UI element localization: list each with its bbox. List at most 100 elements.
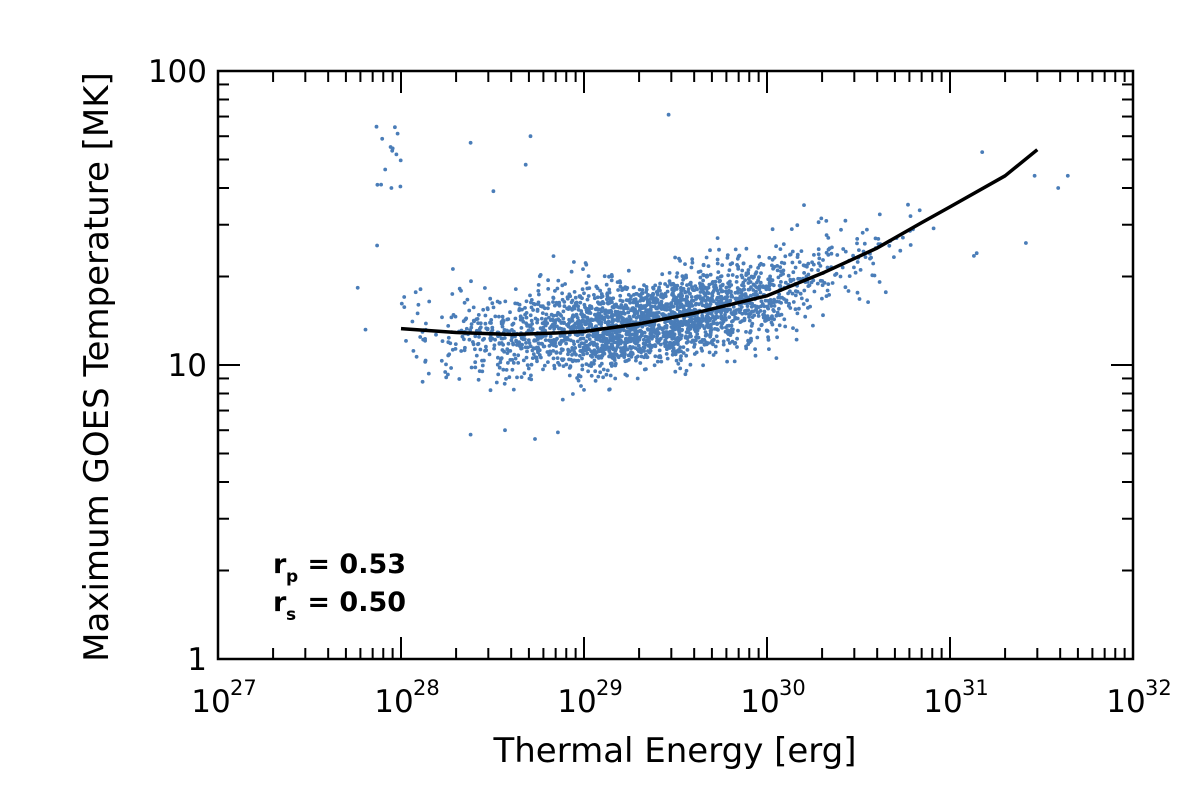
- scatter-point: [799, 296, 804, 301]
- scatter-point: [467, 308, 472, 313]
- scatter-point: [755, 335, 760, 340]
- scatter-point: [468, 432, 473, 437]
- scatter-point: [380, 136, 385, 141]
- scatter-point: [633, 311, 638, 315]
- scatter-point: [770, 227, 775, 232]
- scatter-point: [665, 356, 670, 361]
- scatter-point: [779, 280, 783, 284]
- scatter-point: [583, 261, 588, 265]
- scatter-point: [621, 287, 626, 292]
- scatter-point: [589, 364, 594, 368]
- scatter-point: [583, 319, 588, 323]
- scatter-point: [587, 337, 592, 341]
- scatter-point: [824, 294, 829, 298]
- scatter-point: [481, 338, 485, 342]
- scatter-point: [710, 292, 714, 296]
- scatter-point: [563, 337, 568, 342]
- fit-curve: [400, 148, 1039, 337]
- scatter-point: [908, 214, 913, 219]
- scatter-point: [465, 297, 470, 302]
- scatter-point: [447, 352, 452, 357]
- scatter-point: [383, 167, 388, 172]
- scatter-point: [537, 274, 542, 279]
- scatter-point: [646, 316, 650, 320]
- scatter-point: [746, 342, 751, 347]
- scatter-point: [498, 360, 503, 365]
- scatter-point: [478, 347, 483, 352]
- scatter-point: [624, 287, 629, 291]
- scatter-point: [609, 342, 614, 347]
- scatter-point: [767, 301, 772, 306]
- scatter-point: [749, 285, 753, 290]
- scatter-point: [535, 309, 540, 313]
- scatter-point: [484, 326, 489, 331]
- scatter-point: [473, 347, 477, 352]
- scatter-point: [545, 350, 550, 354]
- scatter-point: [680, 298, 684, 302]
- scatter-point: [490, 325, 495, 330]
- scatter-point: [696, 335, 701, 340]
- scatter-point: [686, 307, 691, 312]
- scatter-point: [607, 387, 611, 392]
- scatter-point: [489, 321, 493, 325]
- scatter-point: [625, 373, 629, 378]
- scatter-point: [775, 310, 780, 315]
- scatter-point: [974, 251, 979, 256]
- scatter-point: [782, 317, 787, 322]
- scatter-point: [604, 372, 609, 377]
- scatter-point: [501, 367, 506, 372]
- scatter-point: [457, 286, 462, 291]
- spearman-annotation: r s = 0.50: [273, 587, 406, 625]
- scatter-point: [775, 264, 780, 268]
- scatter-point: [677, 293, 681, 298]
- scatter-point: [379, 182, 383, 187]
- scatter-point: [765, 305, 770, 310]
- scatter-point: [402, 305, 407, 309]
- scatter-point: [615, 312, 619, 317]
- scatter-point: [700, 340, 704, 344]
- scatter-point: [608, 335, 613, 340]
- scatter-point: [511, 361, 516, 365]
- scatter-point: [583, 348, 588, 353]
- scatter-point: [818, 264, 823, 268]
- scatter-point: [788, 289, 792, 294]
- scatter-point: [679, 336, 683, 341]
- scatter-point: [688, 362, 693, 367]
- scatter-point: [646, 293, 650, 297]
- scatter-point: [579, 309, 584, 313]
- scatter-point: [805, 298, 809, 303]
- scatter-point: [656, 310, 661, 315]
- scatter-point: [663, 331, 668, 336]
- scatter-point: [743, 294, 748, 298]
- scatter-point: [590, 318, 595, 322]
- scatter-point: [761, 315, 766, 320]
- scatter-point: [723, 312, 727, 317]
- scatter-point: [769, 315, 774, 320]
- scatter-point: [658, 281, 662, 286]
- scatter-point: [582, 291, 586, 296]
- scatter-point: [451, 267, 455, 271]
- scatter-point: [748, 329, 753, 333]
- scatter-point: [839, 227, 843, 232]
- x-tick-exponent: 27: [230, 676, 257, 700]
- scatter-point: [688, 280, 693, 285]
- scatter-point: [770, 322, 775, 327]
- scatter-point: [592, 293, 596, 297]
- scatter-point: [681, 345, 686, 349]
- scatter-point: [560, 348, 565, 353]
- scatter-point: [719, 310, 723, 315]
- scatter-point: [618, 346, 623, 350]
- scatter-point: [1024, 241, 1028, 245]
- scatter-point: [604, 344, 609, 349]
- spearman-subscript: s: [286, 605, 296, 625]
- scatter-point: [751, 288, 756, 292]
- scatter-point: [793, 289, 798, 293]
- scatter-point: [476, 321, 480, 325]
- scatter-point: [707, 304, 712, 308]
- scatter-point: [594, 324, 598, 329]
- scatter-point: [468, 140, 473, 145]
- scatter-point: [775, 335, 779, 340]
- scatter-point: [355, 285, 360, 290]
- scatter-point: [704, 255, 709, 260]
- scatter-point: [817, 256, 822, 261]
